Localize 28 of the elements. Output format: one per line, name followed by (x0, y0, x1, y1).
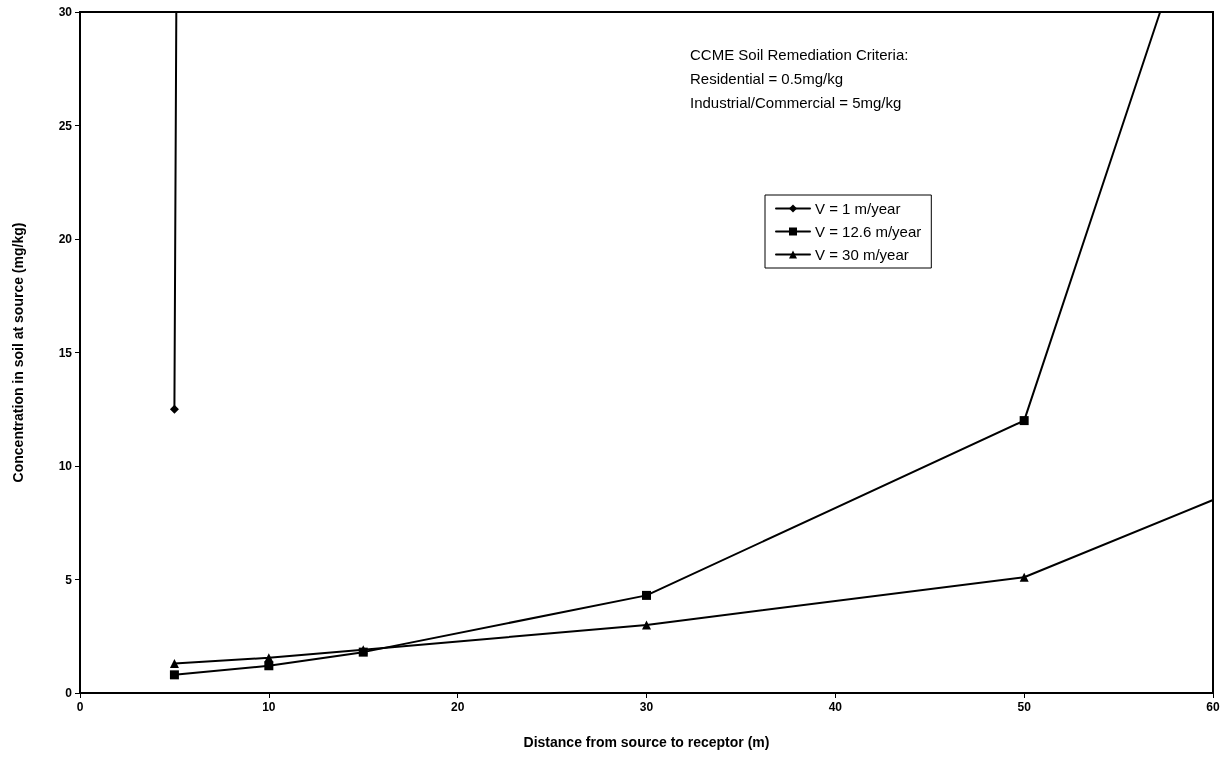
x-tick-label: 20 (450, 700, 465, 714)
x-tick-label: 10 (262, 700, 276, 714)
point (169, 404, 179, 414)
x-tick-label: 50 (1017, 700, 1032, 714)
point (169, 658, 179, 668)
y-tick-label: 15 (58, 345, 73, 360)
point (1019, 416, 1029, 426)
annotation: CCME Soil Remediation Criteria: Residential = 0.5mg/kg Industrial/Commercial = 5mg/kg (690, 45, 909, 111)
point (264, 661, 274, 671)
legend-label: V = 1 m/year (815, 200, 901, 217)
y-tick-label: 30 (58, 5, 73, 19)
y-tick-label: 10 (58, 459, 73, 473)
x-tick-label: 0 (76, 700, 84, 714)
legend-label: V = 12.6 m/year (815, 223, 922, 240)
point (642, 620, 651, 630)
x-tick-label: 60 (1206, 700, 1220, 714)
legend-label: V = 30 m/year (815, 246, 909, 263)
point (1019, 572, 1029, 582)
x-tick-label: 40 (828, 700, 843, 714)
x-tick-label: 30 (639, 700, 654, 714)
y-axis-title: Concentration in soil at source (mg/kg) (10, 222, 26, 483)
y-tick-label: 5 (65, 572, 73, 587)
point (169, 670, 179, 680)
x-axis-title: Distance from source to receptor (m) (523, 734, 770, 750)
y-tick-label: 0 (65, 686, 73, 700)
y-tick-label: 25 (58, 118, 73, 133)
point (642, 590, 651, 600)
y-tick-label: 20 (58, 232, 73, 246)
